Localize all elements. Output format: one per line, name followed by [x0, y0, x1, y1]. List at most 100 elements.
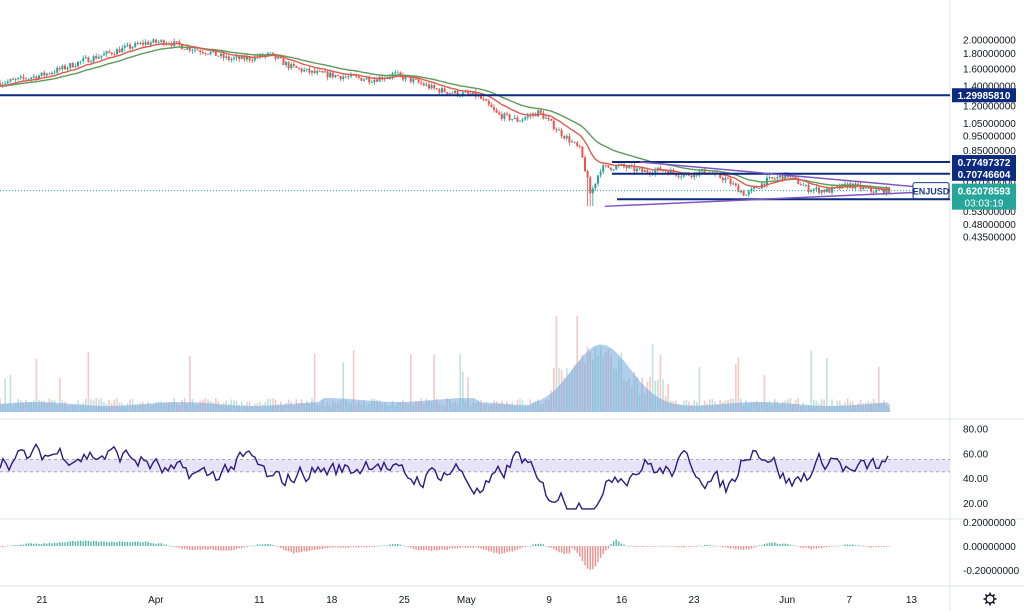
macd-bar — [839, 545, 841, 547]
macd-bar — [87, 540, 90, 546]
macd-bar — [61, 542, 64, 546]
candle-body — [415, 78, 417, 80]
macd-bar — [599, 546, 602, 558]
gear-icon-tooth — [984, 593, 988, 597]
candle-body — [337, 75, 339, 76]
macd-bar — [698, 545, 701, 547]
candle-body — [170, 44, 173, 46]
macd-bar — [763, 543, 766, 546]
candle-body — [490, 104, 493, 108]
candle-body — [27, 78, 30, 80]
macd-bar — [586, 546, 589, 569]
macd-bar — [719, 546, 721, 547]
volume-bar — [820, 398, 823, 412]
candle-body — [105, 51, 108, 54]
macd-bar — [230, 546, 233, 551]
macd-bar — [878, 546, 880, 548]
volume-bar — [467, 377, 469, 412]
candle-body — [740, 191, 742, 193]
macd-bar — [441, 546, 443, 550]
level-price-tag: 0.77497372 — [952, 155, 1016, 170]
candle-body — [420, 82, 423, 84]
macd-bar — [607, 546, 610, 549]
macd-bar — [261, 544, 264, 546]
candle-body — [597, 175, 599, 184]
macd-bar — [516, 546, 519, 550]
macd-bar — [77, 540, 79, 546]
macd-bar — [462, 546, 464, 548]
macd-bar — [594, 546, 597, 567]
gear-icon-tooth — [992, 593, 996, 597]
macd-bar — [144, 541, 147, 546]
price-tick-label: 0.43500000 — [963, 233, 1016, 244]
macd-bar — [555, 546, 558, 551]
candle-body — [558, 129, 560, 131]
macd-bar — [352, 546, 355, 547]
macd-bar — [615, 539, 617, 546]
candle-body — [472, 91, 475, 95]
macd-bar — [880, 546, 883, 547]
macd-bar — [74, 541, 77, 546]
macd-bar — [298, 546, 300, 553]
candle-body — [667, 171, 670, 175]
macd-bar — [503, 546, 506, 554]
macd-bar — [787, 544, 789, 546]
candle-body — [295, 65, 298, 68]
rsi-axis[interactable]: 80.00 60.00 40.00 20.00 — [963, 425, 988, 510]
macd-bar — [857, 545, 859, 546]
macd-bar — [43, 543, 45, 546]
volume-bar — [272, 398, 274, 412]
macd-bar — [771, 542, 773, 546]
price-axis[interactable]: 2.00000000 1.80000000 1.60000000 1.40000000… — [952, 36, 1016, 244]
horizontal-levels — [0, 94, 950, 201]
candle-body — [251, 60, 254, 61]
price-tick-label: 1.05000000 — [963, 119, 1016, 130]
macd-bar — [381, 545, 383, 547]
macd-bar — [326, 546, 329, 549]
macd-bar — [220, 546, 222, 551]
candle-body — [443, 88, 446, 93]
candle-body — [495, 109, 498, 113]
candle-body — [97, 56, 100, 59]
macd-bar — [269, 544, 272, 546]
macd-bar — [766, 543, 768, 546]
candle-body — [389, 76, 391, 78]
candle-body — [586, 171, 589, 178]
candle-body — [92, 56, 95, 62]
candle-body — [469, 93, 472, 95]
macd-bar — [9, 545, 12, 547]
candle-body — [339, 75, 342, 80]
candle-body — [399, 72, 402, 75]
candle-body — [727, 178, 729, 180]
time-axis[interactable]: 21 Apr 11 18 25 May 9 16 23 Jun 7 13 — [36, 595, 917, 606]
level-price-tag: 0.70746604 — [952, 166, 1016, 181]
macd-bar — [319, 546, 321, 550]
macd-bar — [376, 545, 378, 547]
candle-body — [456, 90, 459, 96]
macd-bar — [202, 546, 204, 550]
candle-body — [610, 167, 612, 170]
candle-body — [571, 141, 573, 143]
candle-body — [516, 117, 519, 122]
macd-bar — [56, 542, 58, 546]
macd-bar — [685, 546, 688, 547]
candle-body — [799, 184, 802, 186]
candle-body — [599, 171, 602, 176]
macd-bar — [807, 546, 810, 549]
macd-bar — [129, 542, 131, 546]
candle-body — [662, 170, 664, 172]
macd-axis[interactable]: 0.20000000 0.00000000 -0.20000000 — [963, 518, 1020, 577]
macd-bar — [714, 545, 716, 547]
macd-bar — [332, 546, 334, 548]
time-tick-label: 25 — [399, 595, 411, 606]
gear-icon[interactable] — [983, 592, 997, 606]
macd-bar — [285, 546, 287, 551]
volume-bar — [662, 379, 664, 412]
macd-bar — [373, 546, 376, 548]
macd-bar — [4, 546, 6, 547]
volume-bar — [98, 399, 100, 412]
macd-bar — [430, 546, 433, 551]
candle-body — [812, 189, 815, 191]
candle-body — [246, 56, 248, 60]
macd-bar — [792, 545, 794, 547]
